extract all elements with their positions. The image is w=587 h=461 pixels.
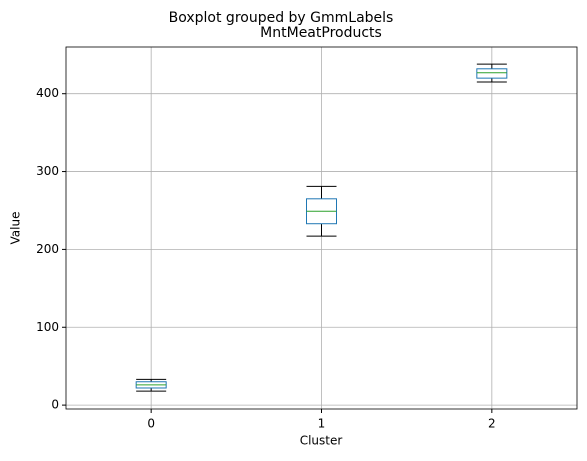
- y-tick-label: 0: [51, 398, 59, 412]
- x-tick-label: 1: [318, 417, 326, 431]
- y-tick-label: 200: [36, 242, 59, 256]
- chart-title: Boxplot grouped by GmmLabels: [169, 10, 394, 26]
- y-tick-label: 400: [36, 86, 59, 100]
- plot-frame: [65, 46, 578, 410]
- x-tick-label: 0: [147, 417, 155, 431]
- y-axis-label: Value: [9, 212, 23, 245]
- y-tick-label: 100: [36, 320, 59, 334]
- box: [476, 68, 508, 79]
- x-tick-label: 2: [488, 417, 496, 431]
- y-tick-label: 300: [36, 164, 59, 178]
- x-axis-label: Cluster: [300, 434, 343, 448]
- chart-subtitle: MntMeatProducts: [260, 25, 382, 41]
